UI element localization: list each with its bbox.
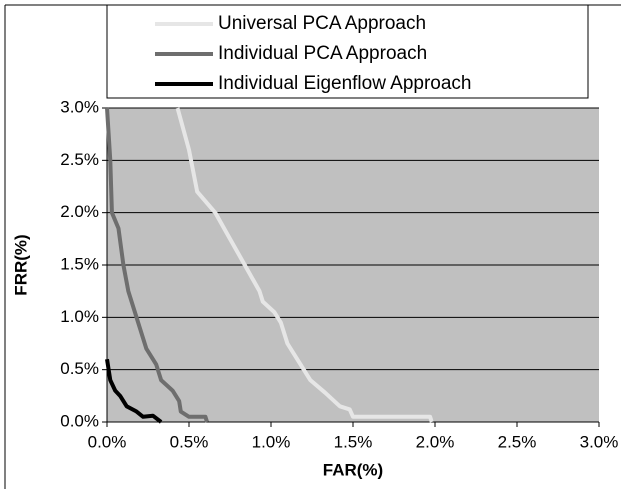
series-line (105, 358, 163, 424)
x-tick-label: 0.5% (170, 432, 209, 451)
x-tick-label: 1.5% (334, 432, 373, 451)
legend-label: Universal PCA Approach (218, 13, 426, 34)
series-line (105, 107, 209, 423)
y-tick-label: 0.0% (60, 411, 99, 430)
x-tick-label: 2.5% (498, 432, 537, 451)
y-tick-label: 1.0% (60, 307, 99, 326)
y-tick-label: 0.5% (60, 359, 99, 378)
y-tick-label: 2.0% (60, 202, 99, 221)
series-line (175, 107, 434, 423)
y-tick-label: 2.5% (60, 150, 99, 169)
x-axis-title: FAR(%) (323, 460, 383, 479)
x-tick-label: 1.0% (252, 432, 291, 451)
legend-label: Individual Eigenflow Approach (218, 73, 472, 94)
x-tick-label: 2.0% (416, 432, 455, 451)
y-tick-label: 3.0% (60, 97, 99, 116)
y-tick-label: 1.5% (60, 254, 99, 273)
y-axis-title: FRR(%) (11, 234, 30, 295)
legend-label: Individual PCA Approach (218, 43, 427, 64)
x-tick-label: 0.0% (88, 432, 127, 451)
x-tick-label: 3.0% (580, 432, 619, 451)
